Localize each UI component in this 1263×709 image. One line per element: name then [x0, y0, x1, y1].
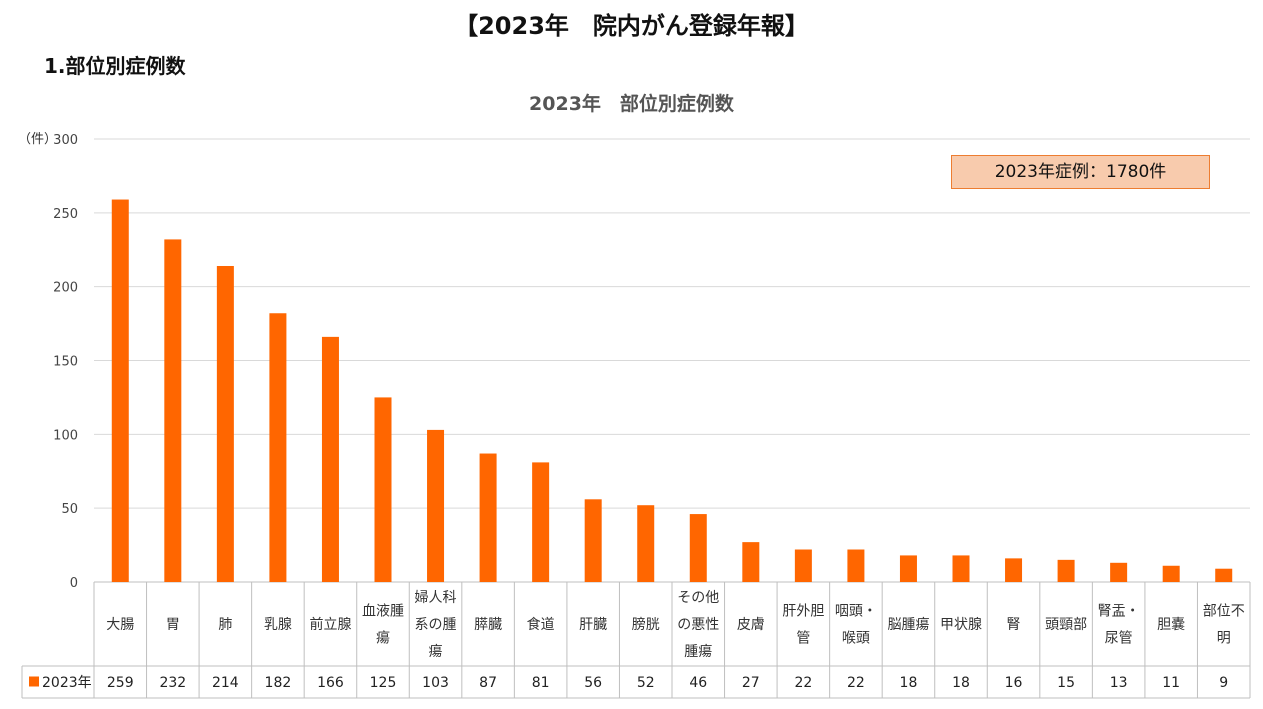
- data-value-cell: 81: [532, 675, 550, 691]
- category-label: 胆嚢: [1157, 617, 1185, 633]
- data-value-cell: 18: [952, 675, 970, 691]
- category-label: 乳腺: [264, 617, 292, 633]
- bar: [584, 499, 602, 582]
- data-value-cell: 214: [212, 675, 239, 691]
- data-value-cell: 11: [1162, 675, 1180, 691]
- category-label: 肝臓: [579, 617, 607, 633]
- data-value-cell: 18: [900, 675, 918, 691]
- category-label: 部位不: [1203, 604, 1245, 620]
- category-label: 血液腫: [362, 604, 404, 620]
- y-tick-label: 100: [53, 428, 78, 443]
- page-title: 【2023年 院内がん登録年報】: [454, 12, 809, 40]
- category-label: 前立腺: [309, 616, 351, 633]
- legend-swatch: [29, 676, 39, 687]
- chart-title: 2023年 部位別症例数: [529, 93, 734, 115]
- bar: [1005, 558, 1023, 582]
- data-value-cell: 125: [370, 675, 397, 691]
- data-value-cell: 46: [689, 675, 707, 691]
- category-label: 膀胱: [632, 616, 660, 633]
- category-label: 肝外胆: [782, 604, 824, 620]
- category-label: 肺: [218, 617, 232, 633]
- bar: [479, 453, 497, 582]
- bar: [794, 549, 812, 582]
- data-value-cell: 27: [742, 675, 760, 691]
- category-label: 管: [796, 631, 810, 647]
- y-tick-label: 0: [70, 576, 78, 591]
- bar: [269, 313, 287, 582]
- data-value-cell: 52: [637, 675, 655, 691]
- category-label: 婦人科: [415, 589, 457, 606]
- category-label: 頭頸部: [1045, 617, 1087, 633]
- data-value-cell: 22: [847, 675, 865, 691]
- category-label: 瘍: [376, 630, 390, 647]
- category-label: 腫瘍: [684, 643, 712, 660]
- bar: [427, 429, 445, 582]
- data-value-cell: 166: [317, 675, 344, 691]
- y-tick-label: 150: [53, 355, 78, 370]
- bar: [952, 555, 970, 582]
- y-tick-label: 200: [53, 281, 78, 296]
- category-label: 明: [1217, 631, 1231, 647]
- bar: [216, 265, 234, 582]
- category-label: 瘍: [429, 643, 443, 660]
- category-label: 腎盂・: [1098, 604, 1140, 620]
- y-axis-unit-label: （件）: [18, 132, 58, 147]
- category-label: 胃: [166, 617, 180, 633]
- category-label: 皮膚: [737, 617, 765, 633]
- bar: [1057, 559, 1075, 582]
- data-value-cell: 13: [1110, 675, 1128, 691]
- category-label: 膵臓: [474, 617, 502, 633]
- data-value-cell: 15: [1057, 675, 1075, 691]
- bar: [374, 397, 392, 582]
- bar: [742, 542, 760, 582]
- bar: [164, 239, 182, 582]
- category-label: の悪性: [677, 617, 719, 633]
- bar: [532, 462, 550, 582]
- category-label: 咽頭・: [835, 604, 877, 620]
- y-tick-label: 250: [53, 207, 78, 222]
- category-label: 腎: [1007, 617, 1021, 633]
- bar: [111, 199, 129, 582]
- category-label: 系の腫: [415, 617, 457, 633]
- data-value-cell: 56: [584, 675, 602, 691]
- category-label: 脳腫瘍: [887, 616, 929, 633]
- data-value-cell: 16: [1005, 675, 1023, 691]
- y-tick-label: 50: [61, 502, 78, 517]
- bar: [689, 514, 707, 582]
- data-value-cell: 87: [479, 675, 497, 691]
- category-label: 食道: [527, 616, 555, 633]
- section-heading: 1.部位別症例数: [44, 54, 186, 78]
- category-label: 甲状腺: [940, 617, 982, 633]
- bar: [1215, 568, 1233, 582]
- legend-label: 2023年: [42, 675, 92, 691]
- data-value-cell: 182: [265, 675, 292, 691]
- bar: [1162, 565, 1180, 582]
- bar: [899, 555, 917, 582]
- bar: [321, 336, 339, 582]
- category-label: 喉頭: [842, 631, 870, 647]
- data-value-cell: 259: [107, 675, 134, 691]
- category-label: 大腸: [106, 617, 134, 633]
- data-value-cell: 232: [159, 675, 186, 691]
- bar: [1110, 562, 1128, 582]
- total-cases-box: 2023年症例：1780件: [951, 155, 1210, 189]
- category-label: 尿管: [1105, 631, 1133, 647]
- y-tick-label: 300: [53, 133, 78, 148]
- data-value-cell: 22: [794, 675, 812, 691]
- data-value-cell: 103: [422, 675, 449, 691]
- category-label: その他: [677, 590, 719, 606]
- data-value-cell: 9: [1219, 675, 1228, 691]
- bar: [847, 549, 865, 582]
- bar: [637, 505, 655, 582]
